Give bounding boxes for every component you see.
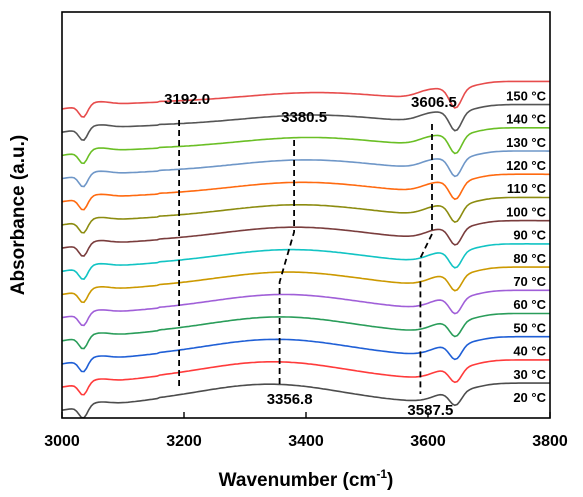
temperature-label: 20 °C	[513, 390, 546, 405]
spectrum-line	[61, 127, 551, 165]
spectrum-line	[61, 173, 550, 211]
peak-dashed-lines	[178, 120, 433, 394]
x-tick-label: 3800	[532, 433, 568, 450]
spectrum-line	[61, 312, 550, 350]
spectrum-line	[61, 219, 550, 257]
x-tick-label: 3000	[44, 433, 80, 450]
peak-annotation: 3380.5	[281, 109, 327, 126]
peak-dashed-line	[278, 140, 296, 384]
spectrum-line	[61, 335, 550, 373]
temperature-label: 30 °C	[513, 367, 546, 382]
temperature-label: 50 °C	[513, 320, 546, 335]
x-axis-title: Wavenumber (cm-1)	[219, 467, 394, 491]
temperature-label: 140 °C	[506, 112, 547, 127]
peak-annotation: 3192.0	[164, 91, 210, 108]
temperature-labels: 20 °C 30 °C 40 °C 50 °C 60 °C 70 °C 80 °C 90 °C…	[506, 88, 547, 405]
spectra-curves	[61, 80, 551, 419]
spectrum-line	[61, 243, 550, 280]
spectrum-line	[61, 196, 550, 234]
y-axis-title: Absorbance (a.u.)	[8, 135, 29, 295]
spectrum-line	[61, 289, 550, 327]
x-tick-label: 3600	[410, 433, 446, 450]
peak-annotation: 3606.5	[411, 94, 457, 111]
temperature-label: 80 °C	[513, 251, 546, 266]
temperature-label: 40 °C	[513, 344, 546, 359]
peak-dashed-line	[419, 124, 433, 394]
peak-annotations: 3192.0 3380.5 3606.5 3356.8 3587.5	[164, 91, 457, 419]
x-axis-ticks: 3000 3200 3400 3600 3800	[44, 412, 568, 450]
temperature-label: 60 °C	[513, 297, 546, 312]
spectrum-line	[61, 382, 550, 419]
temperature-label: 90 °C	[513, 228, 546, 243]
x-axis-title-tail: )	[387, 470, 393, 491]
temperature-label: 110 °C	[507, 181, 547, 196]
temperature-label: 130 °C	[506, 135, 547, 150]
peak-annotation: 3587.5	[407, 402, 453, 419]
temperature-label: 120 °C	[506, 158, 547, 173]
temperature-label: 150 °C	[506, 88, 547, 103]
spectrum-line	[61, 80, 550, 118]
plot-frame	[61, 11, 551, 419]
x-tick-label: 3400	[288, 433, 324, 450]
spectrum-line	[61, 266, 550, 304]
spectrum-line	[61, 359, 550, 396]
x-axis-title-main: Wavenumber (cm	[219, 470, 377, 491]
spectrum-line	[61, 150, 550, 188]
x-axis-title-sup: -1	[376, 467, 387, 481]
temperature-label: 70 °C	[513, 274, 546, 289]
peak-annotation: 3356.8	[267, 391, 313, 408]
temperature-label: 100 °C	[506, 204, 547, 219]
x-tick-label: 3200	[166, 433, 202, 450]
spectrum-line	[61, 103, 550, 141]
